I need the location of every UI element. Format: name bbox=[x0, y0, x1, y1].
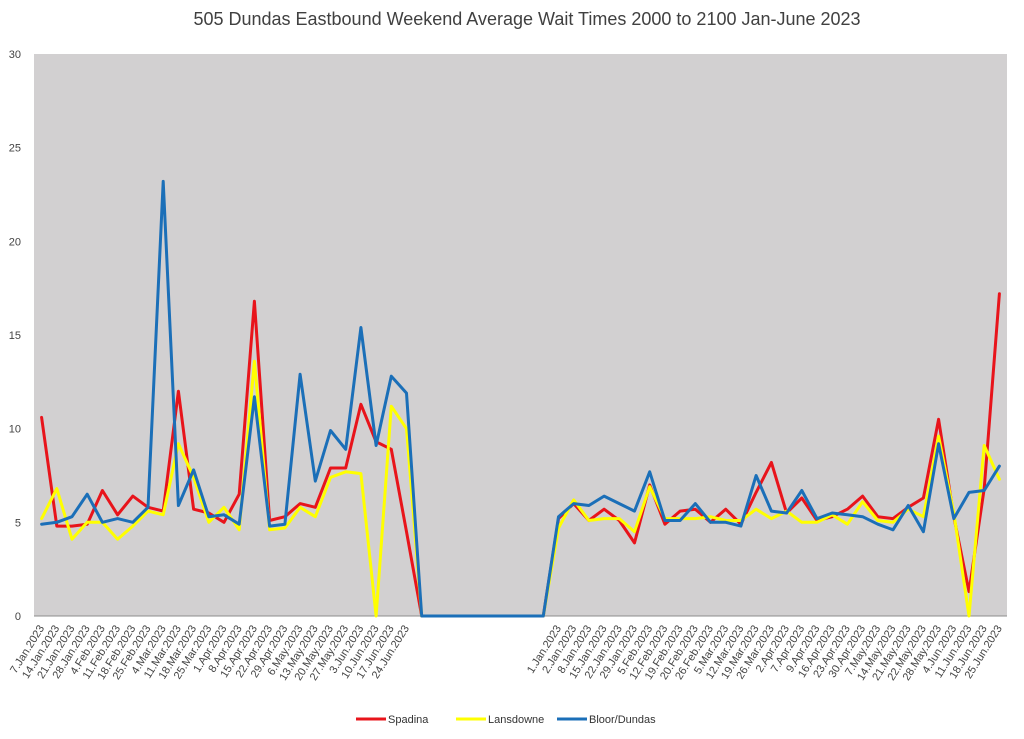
plot-area bbox=[34, 54, 1007, 616]
y-tick-label: 5 bbox=[15, 517, 21, 529]
legend: Spadina Lansdowne Bloor/Dundas bbox=[356, 714, 656, 726]
series-line-bloor-dundas bbox=[40, 179, 1001, 618]
y-tick-label: 0 bbox=[15, 611, 21, 623]
legend-label-lansdowne: Lansdowne bbox=[488, 714, 544, 726]
y-tick-label: 15 bbox=[9, 330, 21, 342]
legend-label-spadina: Spadina bbox=[388, 714, 429, 726]
y-axis: 0 5 10 15 20 25 30 bbox=[9, 49, 21, 623]
y-tick-label: 25 bbox=[9, 143, 21, 155]
y-tick-label: 10 bbox=[9, 424, 21, 436]
chart-title: 505 Dundas Eastbound Weekend Average Wai… bbox=[193, 9, 860, 29]
y-tick-label: 30 bbox=[9, 49, 21, 61]
series-group bbox=[40, 179, 1001, 618]
y-tick-label: 20 bbox=[9, 236, 21, 248]
legend-label-bloor-dundas: Bloor/Dundas bbox=[589, 714, 656, 726]
